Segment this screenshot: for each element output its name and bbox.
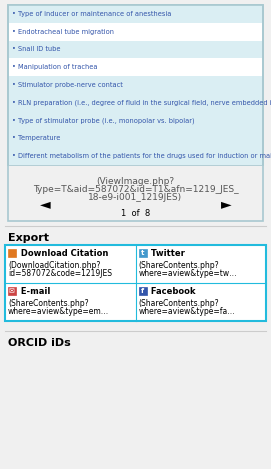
Bar <box>8 5 263 165</box>
Text: Twitter: Twitter <box>149 249 185 257</box>
Text: ◄: ◄ <box>40 197 50 211</box>
Text: • Different metabolism of the patients for the drugs used for induction or maint: • Different metabolism of the patients f… <box>12 153 271 159</box>
Text: • Endotracheal tube migration: • Endotracheal tube migration <box>12 29 114 35</box>
Bar <box>9 5 262 23</box>
Bar <box>9 94 262 112</box>
Text: (ShareContents.php?: (ShareContents.php? <box>138 261 219 270</box>
Text: (ShareContents.php?: (ShareContents.php? <box>8 299 89 308</box>
Text: id=587072&code=1219JES: id=587072&code=1219JES <box>8 269 112 278</box>
Bar <box>138 249 147 257</box>
Text: (ViewImage.php?: (ViewImage.php? <box>96 177 175 186</box>
Text: • RLN preparation (i.e., degree of fluid in the surgical field, nerve embedded i: • RLN preparation (i.e., degree of fluid… <box>12 99 271 106</box>
Text: Export: Export <box>8 233 49 243</box>
Text: • Stimulator probe-nerve contact: • Stimulator probe-nerve contact <box>12 82 123 88</box>
Text: where=aview&type=em…: where=aview&type=em… <box>8 307 109 316</box>
Bar <box>8 287 16 295</box>
Bar <box>9 76 262 94</box>
Text: (ShareContents.php?: (ShareContents.php? <box>138 299 219 308</box>
Text: (DownloadCitation.php?: (DownloadCitation.php? <box>8 261 100 270</box>
Bar <box>8 5 263 221</box>
Text: 1  of  8: 1 of 8 <box>121 210 150 219</box>
Text: 18-e9-i001_1219JES): 18-e9-i001_1219JES) <box>88 193 183 202</box>
Text: where=aview&type=fa…: where=aview&type=fa… <box>138 307 235 316</box>
Text: • Snail ID tube: • Snail ID tube <box>12 46 60 53</box>
Bar <box>138 287 147 295</box>
Text: Type=T&aid=587072&id=T1&afn=1219_JES_: Type=T&aid=587072&id=T1&afn=1219_JES_ <box>33 185 238 194</box>
Bar <box>9 112 262 129</box>
Text: • Type of stimulator probe (i.e., monopolar vs. bipolar): • Type of stimulator probe (i.e., monopo… <box>12 117 195 124</box>
Text: ORCID iDs: ORCID iDs <box>8 338 71 348</box>
Text: • Manipulation of trachea: • Manipulation of trachea <box>12 64 98 70</box>
Text: Facebook: Facebook <box>149 287 196 295</box>
Text: ✉: ✉ <box>9 288 15 294</box>
Bar <box>9 58 262 76</box>
Bar <box>9 147 262 165</box>
Text: E-mail: E-mail <box>18 287 50 295</box>
Text: • Type of inducer or maintenance of anesthesia: • Type of inducer or maintenance of anes… <box>12 11 171 17</box>
Text: ►: ► <box>221 197 231 211</box>
Text: Download Citation: Download Citation <box>18 249 108 257</box>
Bar <box>5 245 266 321</box>
Text: f: f <box>141 288 144 294</box>
Bar <box>8 249 16 257</box>
Bar <box>9 40 262 58</box>
Bar <box>9 129 262 147</box>
Text: →: → <box>9 250 15 256</box>
Text: where=aview&type=tw…: where=aview&type=tw… <box>138 269 237 278</box>
Bar <box>9 23 262 40</box>
Text: t: t <box>141 250 144 256</box>
Text: • Temperature: • Temperature <box>12 136 60 141</box>
